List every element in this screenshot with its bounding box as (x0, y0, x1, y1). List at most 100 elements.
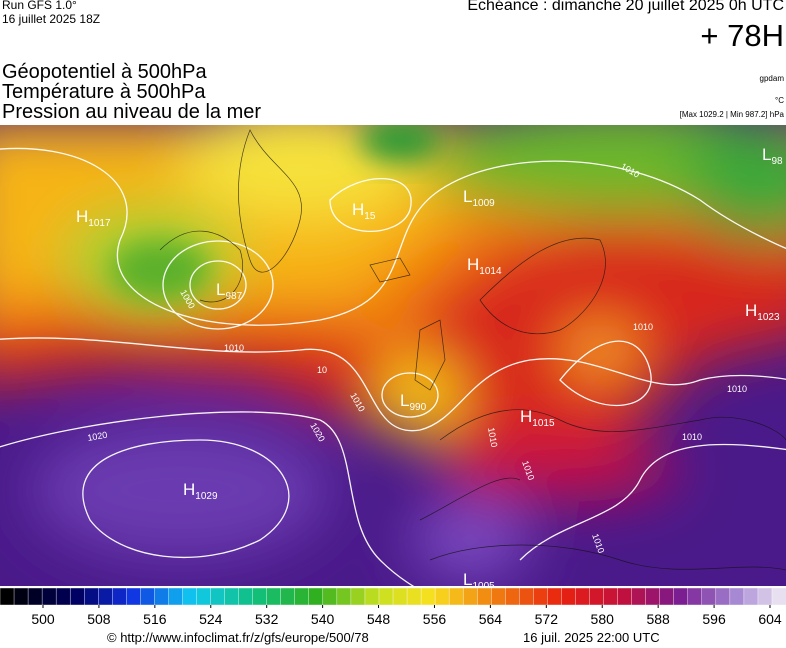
colorbar-cell (98, 587, 113, 606)
pressure-center: H15 (352, 200, 376, 222)
colorbar-tick-label: 596 (702, 611, 726, 627)
timestamp: 16 juil. 2025 22:00 UTC (523, 630, 660, 645)
colorbar-cell (364, 587, 380, 606)
pressure-center: H1015 (520, 407, 555, 429)
center-value: 1023 (757, 312, 780, 323)
center-value: 15 (364, 211, 376, 222)
colorbar-tick-label: 516 (143, 611, 167, 627)
colorbar-tick-label: 604 (758, 611, 782, 627)
center-value: 990 (409, 402, 426, 413)
colorbar-cell (308, 587, 324, 606)
colorbar-cell (55, 587, 71, 606)
unit: gpdam (759, 74, 784, 83)
center-type: H (745, 301, 757, 320)
temperature-field (0, 125, 786, 586)
colorbar-cell (406, 587, 422, 606)
colorbar-cell (280, 587, 296, 606)
colorbar-tick-label: 524 (199, 611, 223, 627)
colorbar-tick-label: 572 (535, 611, 559, 627)
center-value: 1015 (532, 418, 555, 429)
colorbar-cell (617, 587, 633, 606)
title: Géopotentiel à 500hPa (2, 61, 207, 83)
colorbar-cell (294, 587, 310, 606)
pressure-center: L1005 (463, 570, 495, 592)
colorbar-cell (462, 587, 478, 606)
valid-time: Echéance : dimanche 20 juillet 2025 0h U… (467, 0, 784, 14)
colorbar-cell (182, 587, 197, 606)
isobar-label: 1010 (727, 384, 747, 394)
colorbar-cell (519, 587, 534, 606)
pressure-center: L987 (216, 280, 243, 302)
colorbar-cell (673, 587, 689, 606)
colorbar-cell (491, 587, 506, 606)
colorbar-tick-label: 532 (255, 611, 279, 627)
colorbar-cell (27, 587, 43, 606)
isobar-label: 10 (317, 365, 327, 375)
colorbar-tick-label: 500 (31, 611, 55, 627)
colorbar-cell (533, 587, 548, 606)
center-value: 98 (771, 156, 783, 167)
pressure-center: H1023 (745, 301, 780, 323)
colorbar-cell (575, 587, 591, 606)
colorbar-cell (322, 587, 338, 606)
colorbar-cell (69, 587, 85, 606)
colorbar-cell (659, 587, 675, 606)
colorbar-cell (505, 587, 520, 606)
title: Température à 500hPa (2, 81, 206, 103)
center-type: H (76, 207, 88, 226)
pressure-center: L98 (762, 145, 783, 167)
center-value: 1009 (472, 198, 495, 209)
colorbar-cell (154, 587, 169, 606)
colorbar-cell (238, 587, 254, 606)
colorbar-cell (224, 587, 240, 606)
run-label: Run GFS 1.0° (2, 0, 77, 12)
colorbar-cell (645, 587, 661, 606)
center-value: 1029 (195, 491, 218, 502)
isobar-label: 1020 (87, 430, 108, 443)
colorbar-cell (84, 587, 99, 606)
colorbar-cell (252, 587, 268, 606)
colorbar-tick-label: 588 (646, 611, 670, 627)
colorbar-cell (631, 587, 647, 606)
colorbar-cell (448, 587, 464, 606)
colorbar-cell (547, 587, 562, 606)
colorbar-tick-label: 508 (87, 611, 111, 627)
colorbar-tick-label: 548 (367, 611, 391, 627)
center-type: L (463, 187, 472, 206)
center-value: 1005 (472, 581, 495, 592)
colorbar-cell (743, 587, 759, 606)
pressure-center: H1017 (76, 207, 111, 229)
center-type: L (463, 570, 472, 589)
colorbar-tick-label: 540 (311, 611, 335, 627)
center-type: L (400, 391, 409, 410)
colorbar-cell (336, 587, 352, 606)
isobar-label: 1010 (633, 322, 653, 332)
center-type: L (762, 145, 771, 164)
unit: [Max 1029.2 | Min 987.2] hPa (679, 110, 784, 119)
pressure-center: L990 (400, 391, 427, 413)
colorbar-cell (266, 587, 282, 606)
colorbar-cell (0, 587, 15, 606)
center-value: 1014 (479, 266, 502, 277)
colorbar-tick-label: 564 (479, 611, 503, 627)
colorbar-cell (140, 587, 155, 606)
colorbar-cell (757, 587, 773, 606)
colorbar-cell (603, 587, 619, 606)
colorbar-tick-label: 580 (591, 611, 615, 627)
pressure-center: H1029 (183, 480, 218, 502)
colorbar-tick-label: 556 (423, 611, 447, 627)
center-value: 987 (225, 291, 242, 302)
isobar-label: 1010 (486, 427, 499, 448)
colorbar-cell (687, 587, 703, 606)
colorbar-cell (41, 587, 57, 606)
colorbar-cell (477, 587, 492, 606)
colorbar-cell (420, 587, 436, 606)
colorbar-cell (561, 587, 576, 606)
colorbar-cell (168, 587, 183, 606)
pressure-center: H1014 (467, 255, 502, 277)
colorbar-cell (196, 587, 212, 606)
lead-time: + 78H (700, 18, 784, 53)
unit: °C (775, 96, 784, 105)
colorbar-cell (13, 587, 29, 606)
